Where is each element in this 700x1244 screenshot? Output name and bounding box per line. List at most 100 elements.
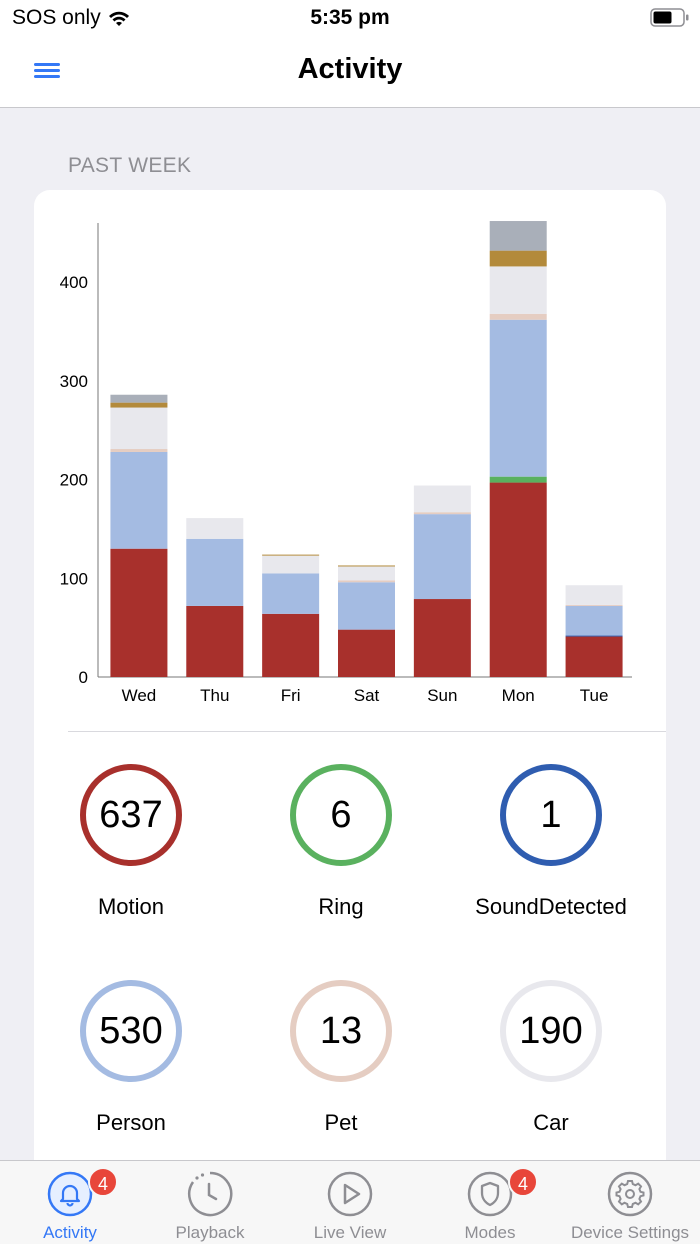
y-tick-label: 400 <box>60 273 88 292</box>
carrier-label: SOS only <box>12 6 101 29</box>
tab-bar: 4 Activity Playback Live View 4 Modes <box>0 1160 700 1244</box>
stat-value: 530 <box>99 1009 163 1052</box>
bar-segment-pet[interactable] <box>489 313 547 320</box>
x-tick-label: Sat <box>354 686 380 705</box>
bar-segment-motion[interactable] <box>489 482 547 677</box>
stat-label: Car <box>533 1110 569 1135</box>
tab-label: Device Settings <box>570 1223 690 1242</box>
tab-badge: 4 <box>88 1167 118 1197</box>
bar-segment-person[interactable] <box>186 538 244 606</box>
stat-ring-events[interactable]: 6 Ring <box>236 764 446 920</box>
activity-bar-chart: 0 100 200 300 400 Wed Thu Fri Sat Sun Mon Tue <box>60 221 632 705</box>
play-icon <box>327 1171 373 1217</box>
stat-ring: 637 <box>80 764 182 866</box>
gear-icon <box>607 1171 653 1217</box>
bar-segment-other-1[interactable] <box>338 565 395 567</box>
x-tick-label: Mon <box>502 686 535 705</box>
stat-person[interactable]: 530 Person <box>26 980 236 1136</box>
stat-motion[interactable]: 637 Motion <box>26 764 236 920</box>
bar-segment-motion[interactable] <box>186 605 244 677</box>
tab-playback[interactable]: Playback <box>140 1161 280 1244</box>
stat-car[interactable]: 190 Car <box>446 980 656 1136</box>
stat-sound-detected[interactable]: 1 SoundDetected <box>446 764 656 920</box>
stat-value: 13 <box>319 1009 363 1052</box>
bar-segment-motion[interactable] <box>413 599 471 677</box>
tab-label: Playback <box>175 1223 245 1242</box>
stat-ring: 13 <box>290 980 392 1082</box>
stat-value: 6 <box>330 793 352 836</box>
tab-live-view[interactable]: Live View <box>280 1161 420 1244</box>
x-tick-label: Sun <box>427 686 457 705</box>
stat-value: 637 <box>99 793 163 836</box>
section-label: PAST WEEK <box>68 154 192 177</box>
stat-value: 190 <box>519 1009 583 1052</box>
bar-segment-car[interactable] <box>413 485 471 513</box>
wifi-icon <box>108 11 129 26</box>
bar-segment-car[interactable] <box>565 585 623 605</box>
stat-ring: 6 <box>290 764 392 866</box>
bar-segment-pet[interactable] <box>110 449 168 452</box>
bar-segment-person[interactable] <box>262 573 320 614</box>
bar-segment-person[interactable] <box>110 451 168 549</box>
stat-ring: 530 <box>80 980 182 1082</box>
stat-label: Person <box>96 1110 166 1135</box>
tab-label: Modes <box>464 1223 516 1242</box>
status-time: 5:35 pm <box>310 6 390 29</box>
tab-modes[interactable]: 4 Modes <box>420 1161 560 1244</box>
stat-ring: 190 <box>500 980 602 1082</box>
status-bar: SOS only 5:35 pm <box>0 0 700 36</box>
tab-device-settings[interactable]: Device Settings <box>560 1161 700 1244</box>
bar-segment-car[interactable] <box>186 518 244 539</box>
stat-label: Pet <box>324 1110 358 1135</box>
bar-segment-person[interactable] <box>489 319 547 477</box>
bar-segment-ring[interactable] <box>489 476 547 483</box>
bar-segment-motion[interactable] <box>262 613 320 677</box>
stat-label: Ring <box>318 894 364 919</box>
bar-segment-person[interactable] <box>413 514 471 600</box>
shield-icon <box>467 1171 513 1217</box>
stat-label: SoundDetected <box>475 894 627 919</box>
tab-label: Live View <box>313 1223 387 1242</box>
stat-label: Motion <box>97 894 165 919</box>
bell-icon <box>47 1171 93 1217</box>
bar-segment-pet[interactable] <box>413 512 471 515</box>
bar-segment-other-1[interactable] <box>110 402 168 408</box>
y-tick-label: 300 <box>60 372 88 391</box>
menu-button[interactable] <box>32 58 66 86</box>
y-tick-label: 0 <box>79 668 88 687</box>
bar-segment-other-1[interactable] <box>489 250 547 267</box>
clock-icon <box>188 1171 233 1217</box>
y-tick-label: 200 <box>60 471 88 490</box>
bar-segment-car[interactable] <box>489 266 547 314</box>
y-tick-label: 100 <box>60 569 88 588</box>
x-tick-label: Tue <box>580 686 609 705</box>
bar-segment-motion[interactable] <box>565 636 623 677</box>
bar-segment-motion[interactable] <box>110 548 168 677</box>
bar-segment-car[interactable] <box>262 555 320 574</box>
nav-bar: Activity <box>0 36 700 108</box>
stat-pet[interactable]: 13 Pet <box>236 980 446 1136</box>
bar-segment-other-2[interactable] <box>110 394 168 403</box>
tab-activity[interactable]: 4 Activity <box>0 1161 140 1244</box>
bar-segment-sound[interactable] <box>565 635 623 637</box>
x-tick-label: Fri <box>281 686 301 705</box>
bar-segment-pet[interactable] <box>338 580 395 583</box>
bar-segment-pet[interactable] <box>565 604 623 606</box>
battery-icon <box>650 8 689 27</box>
stat-value: 1 <box>540 793 562 836</box>
bar-segment-car[interactable] <box>338 566 395 581</box>
bar-segment-other-2[interactable] <box>489 221 547 251</box>
hamburger-icon <box>34 63 60 78</box>
bar-segment-motion[interactable] <box>338 629 395 677</box>
bar-segment-person[interactable] <box>338 582 395 630</box>
bar-segment-car[interactable] <box>110 407 168 450</box>
bar-segment-person[interactable] <box>565 605 623 636</box>
x-tick-label: Wed <box>122 686 157 705</box>
tab-badge: 4 <box>508 1167 538 1197</box>
tab-label: Activity <box>43 1223 97 1242</box>
status-left: SOS only <box>12 6 131 30</box>
x-tick-label: Thu <box>200 686 229 705</box>
page-title: Activity <box>297 53 403 85</box>
bar-segment-other-1[interactable] <box>262 554 320 556</box>
stat-ring: 1 <box>500 764 602 866</box>
